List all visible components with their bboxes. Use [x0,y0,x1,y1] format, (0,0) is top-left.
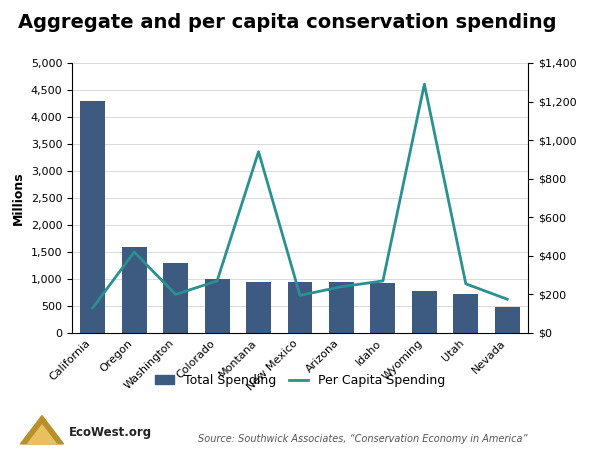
Bar [80,101,105,333]
Bar [205,279,230,333]
Text: Source: Southwick Associates, “Conservation Economy in America”: Source: Southwick Associates, “Conservat… [198,434,527,444]
Bar [122,247,146,333]
Bar [246,282,271,333]
Bar [163,263,188,333]
Bar [287,282,313,333]
Bar [454,293,478,333]
Text: Aggregate and per capita conservation spending: Aggregate and per capita conservation sp… [18,14,557,32]
Legend: Total Spending, Per Capita Spending: Total Spending, Per Capita Spending [150,369,450,392]
Bar [370,284,395,333]
Text: EcoWest.org: EcoWest.org [69,427,152,439]
Polygon shape [28,425,56,444]
Polygon shape [20,416,64,444]
Bar [329,282,354,333]
Bar [412,291,437,333]
Y-axis label: Millions: Millions [12,171,25,225]
Bar [495,306,520,333]
